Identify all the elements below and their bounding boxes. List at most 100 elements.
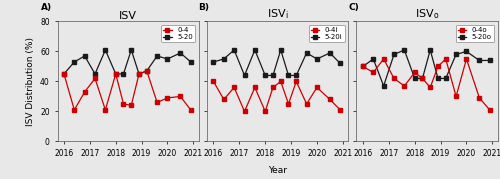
0-4 — [82, 91, 87, 93]
5-20i — [327, 52, 333, 54]
0-4i — [304, 103, 310, 105]
0-4o — [453, 95, 459, 98]
0-4o — [476, 97, 482, 99]
Y-axis label: ISV Distribution (%): ISV Distribution (%) — [26, 37, 35, 126]
5-20o — [412, 77, 418, 79]
Line: 0-4i: 0-4i — [212, 80, 342, 113]
Line: 0-4: 0-4 — [62, 69, 192, 112]
0-4o — [391, 77, 397, 79]
5-20o — [464, 50, 469, 52]
Line: 5-20i: 5-20i — [212, 48, 342, 77]
5-20o — [420, 77, 426, 79]
0-4i — [294, 80, 300, 83]
5-20i — [294, 74, 300, 77]
Line: 0-4o: 0-4o — [361, 57, 492, 112]
5-20i — [278, 49, 283, 51]
0-4i — [242, 110, 248, 112]
0-4o — [370, 71, 376, 74]
0-4i — [314, 86, 320, 88]
5-20o — [435, 77, 441, 79]
5-20o — [360, 65, 366, 67]
Legend: 0-4, 5-20: 0-4, 5-20 — [161, 25, 195, 42]
0-4 — [154, 101, 160, 103]
Line: 5-20o: 5-20o — [361, 48, 492, 88]
5-20 — [82, 55, 87, 57]
5-20o — [380, 85, 386, 87]
0-4 — [92, 77, 98, 79]
5-20o — [402, 49, 407, 51]
5-20i — [252, 49, 258, 51]
0-4i — [252, 86, 258, 88]
Legend: 0-4i, 5-20i: 0-4i, 5-20i — [308, 25, 344, 42]
5-20 — [178, 52, 184, 54]
5-20 — [112, 73, 118, 75]
0-4 — [61, 73, 67, 75]
5-20o — [370, 58, 376, 60]
0-4 — [164, 97, 170, 99]
5-20o — [476, 59, 482, 62]
Text: C): C) — [348, 3, 359, 12]
0-4o — [420, 77, 426, 79]
0-4 — [178, 95, 184, 98]
0-4i — [270, 86, 276, 88]
Title: $\mathrm{ISV_o}$: $\mathrm{ISV_o}$ — [415, 8, 439, 21]
0-4 — [136, 73, 142, 75]
0-4i — [262, 110, 268, 112]
5-20o — [453, 53, 459, 55]
5-20i — [262, 74, 268, 77]
Text: A): A) — [40, 3, 52, 12]
5-20o — [442, 77, 448, 79]
5-20o — [391, 53, 397, 55]
5-20 — [92, 73, 98, 75]
5-20i — [304, 52, 310, 54]
5-20 — [61, 73, 67, 75]
5-20 — [154, 55, 160, 57]
0-4 — [144, 70, 150, 72]
5-20i — [286, 74, 292, 77]
Title: ISV: ISV — [119, 11, 137, 21]
0-4i — [327, 98, 333, 100]
0-4o — [380, 58, 386, 60]
0-4i — [231, 86, 237, 88]
0-4i — [221, 98, 227, 100]
0-4o — [442, 58, 448, 60]
0-4 — [188, 109, 194, 111]
Line: 5-20: 5-20 — [62, 48, 192, 76]
5-20 — [144, 70, 150, 72]
5-20o — [486, 59, 492, 62]
5-20i — [314, 58, 320, 60]
0-4i — [286, 103, 292, 105]
0-4 — [112, 73, 118, 75]
0-4o — [412, 71, 418, 74]
5-20i — [221, 58, 227, 60]
5-20i — [210, 61, 216, 63]
0-4 — [72, 109, 78, 111]
0-4i — [337, 109, 343, 111]
0-4 — [102, 109, 108, 111]
Text: Year: Year — [268, 166, 287, 175]
5-20 — [120, 73, 126, 75]
0-4o — [464, 58, 469, 60]
Title: $\mathrm{ISV_i}$: $\mathrm{ISV_i}$ — [266, 8, 288, 21]
5-20i — [337, 62, 343, 65]
5-20 — [128, 49, 134, 51]
5-20 — [164, 58, 170, 60]
5-20 — [72, 61, 78, 63]
0-4 — [120, 103, 126, 105]
0-4i — [278, 80, 283, 83]
0-4o — [360, 65, 366, 67]
5-20 — [102, 49, 108, 51]
5-20o — [427, 49, 433, 51]
0-4i — [210, 80, 216, 83]
Text: B): B) — [198, 3, 209, 12]
0-4o — [427, 86, 433, 88]
0-4o — [486, 109, 492, 111]
5-20 — [188, 61, 194, 63]
0-4o — [435, 65, 441, 67]
5-20i — [231, 49, 237, 51]
5-20i — [242, 74, 248, 77]
0-4o — [402, 85, 407, 87]
5-20 — [136, 73, 142, 75]
Legend: 0-4o, 5-20o: 0-4o, 5-20o — [456, 25, 494, 42]
5-20i — [270, 74, 276, 77]
